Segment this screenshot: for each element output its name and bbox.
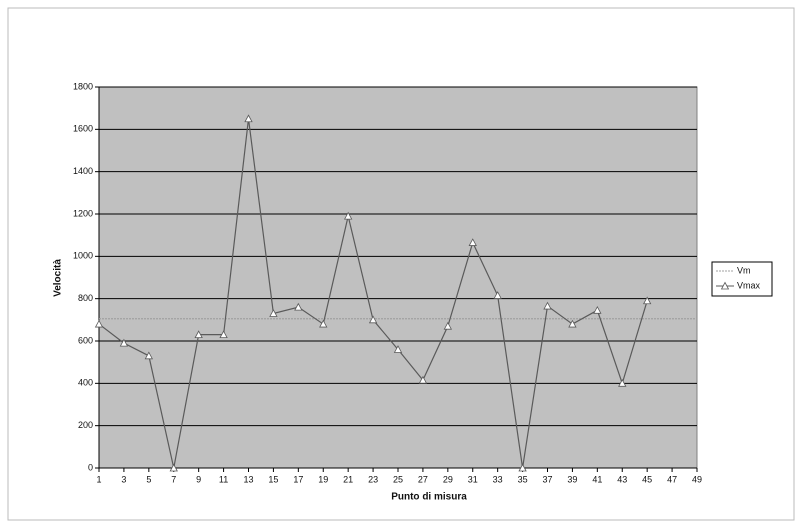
point-marker <box>518 463 527 472</box>
point-marker <box>119 338 129 347</box>
x-tick-label: 33 <box>493 474 503 484</box>
point-marker <box>368 315 378 324</box>
legend-marker <box>720 281 730 290</box>
point-marker <box>94 319 104 328</box>
x-tick-label: 47 <box>667 474 677 484</box>
y-tick-label: 1400 <box>73 166 93 176</box>
y-tick-label: 0 <box>88 462 93 472</box>
x-tick-label: 21 <box>343 474 353 484</box>
x-tick-label: 45 <box>642 474 652 484</box>
x-axis-label: Punto di misura <box>391 492 467 503</box>
y-axis-label: Velocità <box>53 259 64 297</box>
point-marker <box>593 305 602 314</box>
x-tick-label: 11 <box>219 474 228 484</box>
x-tick-label: 35 <box>518 474 528 484</box>
x-tick-label: 39 <box>567 474 577 484</box>
point-marker <box>244 114 253 123</box>
x-tick-label: 19 <box>318 474 328 484</box>
y-tick-label: 1000 <box>73 251 93 261</box>
x-tick-label: 43 <box>617 474 627 484</box>
point-marker <box>343 211 353 220</box>
legend-box <box>711 261 773 297</box>
y-tick-label: 1600 <box>73 124 93 134</box>
y-tick-label: 800 <box>78 293 93 303</box>
point-marker <box>393 345 403 353</box>
legend-label: Vmax <box>737 280 761 290</box>
point-marker <box>468 238 477 246</box>
point-marker <box>269 309 278 317</box>
x-tick-label: 9 <box>196 474 201 484</box>
point-marker <box>418 375 428 384</box>
x-tick-label: 7 <box>171 474 176 484</box>
point-marker <box>493 291 502 299</box>
y-tick-label: 1200 <box>73 208 93 218</box>
point-marker <box>219 330 228 339</box>
x-tick-label: 13 <box>243 474 253 484</box>
legend-label: Vm <box>737 265 751 275</box>
point-marker <box>443 321 453 330</box>
point-marker <box>618 378 627 387</box>
x-tick-label: 37 <box>542 474 552 484</box>
point-marker <box>543 301 552 310</box>
y-tick-label: 1800 <box>73 81 93 91</box>
x-tick-label: 17 <box>293 474 303 484</box>
x-tick-label: 31 <box>468 474 478 484</box>
point-marker <box>568 319 577 328</box>
x-tick-label: 27 <box>418 474 428 484</box>
y-tick-label: 600 <box>78 335 93 345</box>
point-marker <box>169 463 178 472</box>
point-marker <box>144 351 154 360</box>
point-marker <box>194 330 203 339</box>
y-tick-label: 400 <box>78 378 93 388</box>
x-tick-label: 49 <box>692 474 702 484</box>
x-tick-label: 15 <box>268 474 278 484</box>
y-tick-label: 200 <box>78 420 93 430</box>
plot-area <box>98 86 698 469</box>
point-marker <box>319 319 328 328</box>
point-marker <box>642 296 652 305</box>
x-tick-label: 1 <box>96 474 101 484</box>
x-tick-label: 29 <box>443 474 453 484</box>
x-tick-label: 23 <box>368 474 378 484</box>
x-tick-label: 25 <box>393 474 403 484</box>
x-tick-label: 5 <box>146 474 151 484</box>
x-tick-label: 3 <box>121 474 126 484</box>
point-marker <box>294 302 303 311</box>
x-tick-label: 41 <box>592 474 602 484</box>
